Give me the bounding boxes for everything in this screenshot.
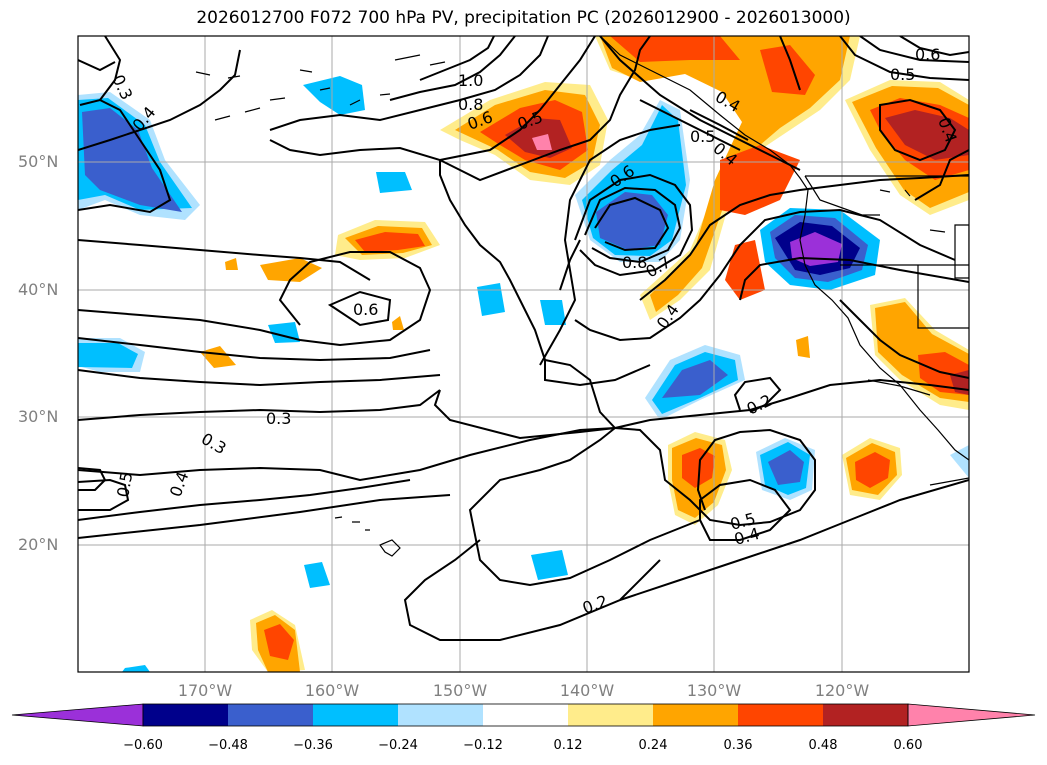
- negative-anomaly-west: [78, 92, 200, 220]
- colorbar-tick-label: 0.48: [808, 738, 838, 753]
- colorbar-tick-label: −0.48: [208, 738, 248, 753]
- contour-label: 0.8: [622, 253, 647, 272]
- negative-anomaly-north: [303, 76, 365, 115]
- map-panel: 0.3 0.4 1.0 0.8 0.6 0.5 0.4 0.5 0.6 0.5 …: [77, 35, 970, 673]
- colorbar-swatch: [483, 704, 568, 726]
- positive-anomaly-subtropic2: [842, 438, 902, 500]
- positive-anomaly-north: [440, 82, 608, 185]
- lat-label-20n: 20°N: [18, 535, 59, 554]
- colorbar-swatch: [143, 704, 228, 726]
- colorbar-tick-label: 0.60: [893, 738, 923, 753]
- lon-label-160w: 160°W: [304, 681, 360, 700]
- lon-label-140w: 140°W: [559, 681, 615, 700]
- lon-label-120w: 120°W: [814, 681, 870, 700]
- negative-anomaly-coast: [760, 208, 880, 290]
- negative-anomaly-gulf: [575, 100, 690, 262]
- contour-label: 1.0: [458, 71, 483, 90]
- colorbar-arrow-left: [11, 703, 144, 727]
- positive-anomaly-small2: [225, 258, 238, 270]
- negative-anomaly-small1: [376, 172, 412, 193]
- contour-label: 0.8: [458, 95, 483, 114]
- precip-shading: [78, 36, 969, 672]
- negative-anomaly-mid: [645, 345, 745, 420]
- negative-anomaly-small5: [304, 562, 330, 588]
- lat-label-50n: 50°N: [18, 152, 59, 171]
- positive-anomaly-mid: [335, 220, 440, 260]
- contour-label: 0.5: [890, 65, 915, 84]
- pv-contours: [78, 36, 969, 641]
- positive-anomaly-small5: [796, 336, 810, 358]
- colorbar-tick-label: −0.60: [123, 738, 163, 753]
- colorbar-tick-label: 0.12: [553, 738, 583, 753]
- lon-label-150w: 150°W: [432, 681, 488, 700]
- colorbar-swatch: [823, 704, 908, 726]
- negative-anomaly-bottom: [122, 665, 150, 672]
- negative-anomaly-edge: [950, 445, 969, 478]
- contour-label: 0.6: [353, 300, 378, 319]
- positive-anomaly-small4: [392, 316, 404, 330]
- negative-anomaly-subtropic: [756, 438, 815, 500]
- lon-label-130w: 130°W: [686, 681, 742, 700]
- negative-anomaly-small3: [477, 283, 505, 316]
- negative-anomaly-small4: [540, 300, 566, 325]
- positive-anomaly-small3: [200, 346, 236, 368]
- colorbar-swatch: [313, 704, 398, 726]
- colorbar-tick-label: −0.24: [378, 738, 418, 753]
- colorbar-swatch: [653, 704, 738, 726]
- colorbar-swatches: [11, 703, 1036, 727]
- colorbar-tick-label: −0.36: [293, 738, 333, 753]
- positive-anomaly-southwest: [250, 610, 305, 672]
- map-title: 2026012700 F072 700 hPa PV, precipitatio…: [196, 8, 851, 28]
- colorbar-arrow-right: [907, 703, 1036, 727]
- colorbar-swatch: [568, 704, 653, 726]
- colorbar-tick-label: 0.36: [723, 738, 753, 753]
- colorbar-tick-label: 0.24: [638, 738, 668, 753]
- lat-label-40n: 40°N: [18, 280, 59, 299]
- lon-label-170w: 170°W: [177, 681, 233, 700]
- negative-anomaly-small6: [531, 550, 568, 580]
- map-frame: [77, 35, 970, 673]
- colorbar-swatch: [738, 704, 823, 726]
- contour-label: 0.5: [113, 470, 136, 498]
- negative-anomaly-west2: [78, 338, 145, 372]
- contour-label: 0.5: [690, 127, 715, 146]
- colorbar-swatch: [228, 704, 313, 726]
- colorbar-outline: [142, 703, 909, 727]
- lat-label-30n: 30°N: [18, 407, 59, 426]
- colorbar-swatch: [398, 704, 483, 726]
- colorbar-tick-label: −0.12: [463, 738, 503, 753]
- contour-label: 0.3: [266, 409, 291, 428]
- contour-label: 0.6: [915, 45, 940, 64]
